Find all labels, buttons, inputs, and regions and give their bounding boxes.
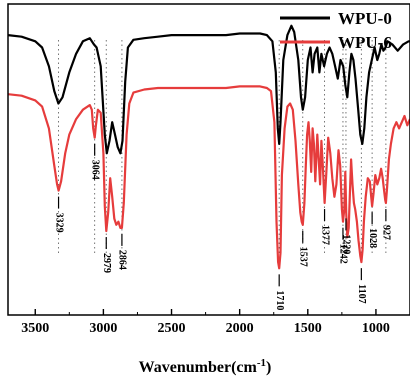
x-tick-label-1500: 1500 — [294, 321, 322, 336]
peak-label-1710: 1710 — [274, 290, 285, 310]
x-tick-label-2000: 2000 — [226, 321, 254, 336]
x-tick-label-3500: 3500 — [21, 321, 49, 336]
peak-label-1377: 1377 — [319, 225, 330, 245]
peak-label-1220: 1220 — [341, 234, 352, 254]
x-axis-title: Wavenumber(cm-1) — [139, 357, 272, 376]
legend-label-wpu-0: WPU-0 — [338, 9, 392, 28]
peak-label-1028: 1028 — [367, 228, 378, 248]
x-ticks: 3500 3000 2500 2000 1500 1000 — [21, 309, 410, 336]
peak-label-927: 927 — [381, 225, 392, 240]
series-layer — [7, 24, 410, 270]
peak-label-1107: 1107 — [356, 284, 367, 303]
x-tick-label-3000: 3000 — [89, 321, 117, 336]
plot-frame — [7, 3, 410, 316]
series-line-wpu-6 — [7, 85, 410, 270]
peak-label-2864: 2864 — [117, 250, 128, 270]
peak-label-2979: 2979 — [101, 253, 112, 273]
peak-label-1537: 1537 — [297, 247, 308, 267]
peak-label-3064: 3064 — [89, 160, 100, 180]
legend: WPU-0 WPU-6 — [280, 9, 392, 52]
peak-label-3329: 3329 — [53, 213, 64, 233]
x-tick-label-2500: 2500 — [158, 321, 186, 336]
series-line-wpu-0 — [7, 24, 410, 155]
legend-label-wpu-6: WPU-6 — [338, 33, 392, 52]
peak-label-1242: 1242 — [338, 244, 349, 264]
x-tick-label-1000: 1000 — [362, 321, 390, 336]
